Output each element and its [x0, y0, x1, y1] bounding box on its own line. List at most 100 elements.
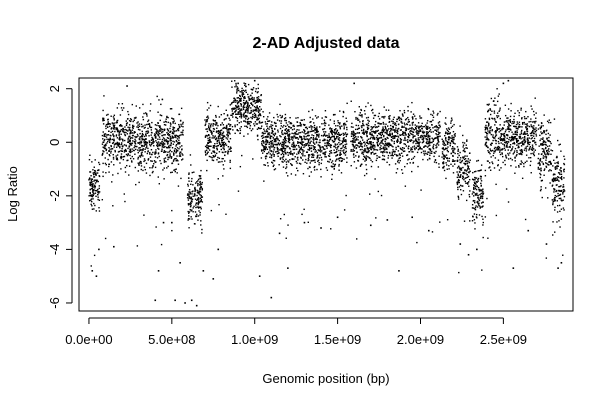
data-point — [361, 116, 363, 118]
data-point — [295, 130, 298, 133]
data-point — [521, 150, 523, 153]
data-point — [265, 129, 268, 131]
data-point — [330, 136, 333, 138]
data-point — [361, 163, 363, 166]
data-point — [133, 131, 136, 133]
data-point — [494, 119, 496, 121]
data-point — [101, 154, 103, 156]
data-point — [513, 115, 515, 118]
data-point — [521, 153, 523, 156]
data-point — [334, 113, 336, 116]
data-point — [408, 151, 410, 153]
data-point — [221, 157, 223, 160]
data-point — [91, 161, 93, 163]
data-point — [229, 133, 231, 135]
data-point — [412, 131, 415, 134]
data-point — [518, 112, 521, 114]
data-point — [269, 140, 272, 143]
data-point — [214, 138, 217, 141]
data-point — [407, 136, 410, 139]
data-point — [376, 134, 379, 137]
data-point — [407, 159, 409, 161]
data-point — [550, 153, 552, 155]
data-point — [382, 150, 385, 153]
data-point — [519, 149, 521, 151]
data-point — [412, 135, 415, 138]
data-point — [355, 144, 357, 146]
data-point — [117, 151, 120, 153]
data-point — [405, 139, 407, 142]
data-point — [435, 147, 437, 149]
data-point — [201, 181, 203, 184]
data-point — [319, 147, 321, 149]
data-point — [325, 151, 327, 153]
data-point — [392, 122, 394, 125]
data-point — [557, 192, 559, 195]
data-point — [333, 120, 335, 122]
data-point — [252, 109, 254, 111]
data-point — [418, 145, 420, 148]
data-point — [425, 152, 427, 155]
data-point — [120, 153, 123, 155]
data-point — [253, 97, 255, 99]
data-point — [411, 146, 414, 148]
data-point — [258, 99, 260, 102]
data-point — [122, 155, 125, 158]
data-point — [521, 177, 524, 180]
data-point — [155, 151, 157, 153]
data-point — [340, 142, 342, 145]
data-point — [191, 198, 194, 200]
data-point — [163, 140, 166, 142]
data-point — [381, 151, 383, 153]
data-point — [303, 135, 305, 137]
data-point — [167, 116, 169, 119]
data-point — [563, 170, 565, 173]
data-point — [503, 134, 505, 137]
data-point — [477, 204, 480, 206]
data-point — [316, 117, 318, 119]
data-point — [437, 138, 439, 140]
data-point — [253, 98, 255, 101]
data-point — [210, 152, 213, 154]
data-point — [471, 204, 474, 206]
data-point — [396, 155, 398, 157]
data-point — [523, 165, 525, 168]
data-point — [324, 148, 326, 151]
data-point — [442, 140, 445, 142]
data-point — [229, 128, 232, 130]
data-point — [102, 117, 104, 119]
data-point — [517, 139, 520, 142]
data-point — [207, 145, 210, 147]
data-point — [150, 134, 152, 136]
data-point — [243, 96, 246, 99]
data-point — [241, 90, 243, 92]
data-point — [264, 143, 267, 146]
data-point — [412, 151, 414, 153]
data-point — [263, 150, 266, 153]
data-point — [496, 149, 498, 151]
data-point — [152, 138, 155, 141]
data-point — [507, 119, 509, 122]
data-point — [324, 156, 326, 158]
data-point — [150, 131, 153, 134]
data-point — [281, 129, 283, 132]
data-point — [503, 121, 506, 123]
data-point — [504, 131, 507, 133]
data-point — [505, 142, 507, 144]
data-point — [460, 169, 463, 171]
data-point — [277, 142, 280, 144]
data-point — [497, 159, 500, 161]
data-point — [213, 136, 215, 138]
data-point — [472, 207, 475, 209]
data-point — [135, 148, 137, 151]
data-point — [123, 149, 126, 152]
data-point — [94, 159, 96, 161]
data-point — [528, 157, 530, 159]
data-point — [439, 126, 441, 128]
data-point — [480, 180, 483, 182]
data-point — [138, 123, 141, 125]
data-point — [387, 134, 390, 137]
data-point — [452, 151, 454, 154]
data-point — [534, 128, 536, 131]
data-point — [163, 143, 165, 145]
